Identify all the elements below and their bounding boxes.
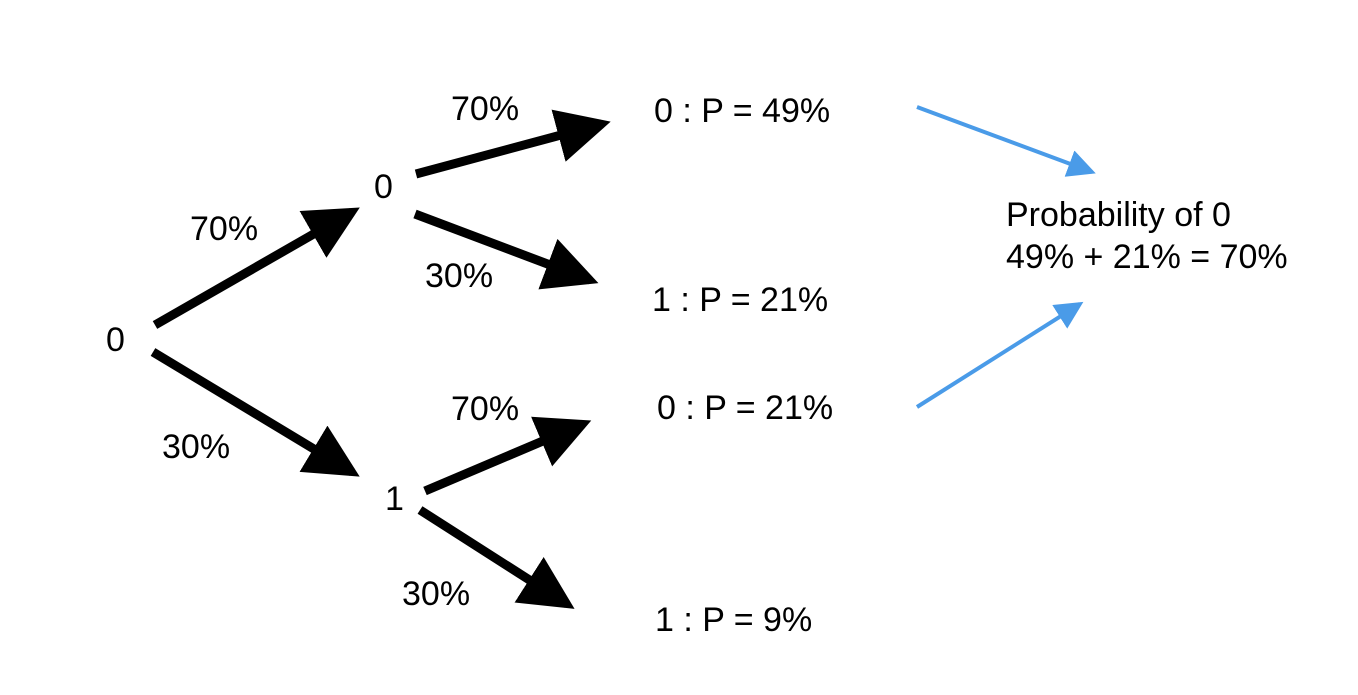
arrow-node0-to-outcome-21a <box>413 209 599 290</box>
edge-label-root-to-bottom: 30% <box>162 428 231 466</box>
summary-text: Probability of 0 49% + 21% = 70% <box>1006 194 1288 278</box>
summary-arrow-from-21 <box>915 301 1084 409</box>
summary-line-1: Probability of 0 <box>1006 196 1231 234</box>
level1-bottom-node-label: 1 <box>385 480 404 518</box>
arrow-root-to-node1 <box>150 348 360 477</box>
arrow-node1-to-outcome-9 <box>417 506 575 609</box>
edge-label-top-to-top: 70% <box>451 90 520 128</box>
arrow-node1-to-outcome-21b <box>423 416 592 496</box>
arrow-root-to-node0 <box>152 207 360 329</box>
summary-line-2: 49% + 21% = 70% <box>1006 238 1288 276</box>
summary-arrow-from-49 <box>916 105 1096 177</box>
arrow-node0-to-outcome-49 <box>414 109 611 179</box>
level1-top-node-label: 0 <box>374 168 393 206</box>
edge-label-bottom-to-bottom: 30% <box>402 575 471 613</box>
edge-label-bottom-to-top: 70% <box>451 390 520 428</box>
edge-label-root-to-top: 70% <box>190 210 259 248</box>
outcome-11: 1 : P = 9% <box>655 601 813 639</box>
outcome-00: 0 : P = 49% <box>654 92 831 130</box>
outcome-10: 0 : P = 21% <box>657 389 834 427</box>
root-node-label: 0 <box>106 321 125 359</box>
edge-label-top-to-bottom: 30% <box>425 257 494 295</box>
outcome-01: 1 : P = 21% <box>652 281 829 319</box>
